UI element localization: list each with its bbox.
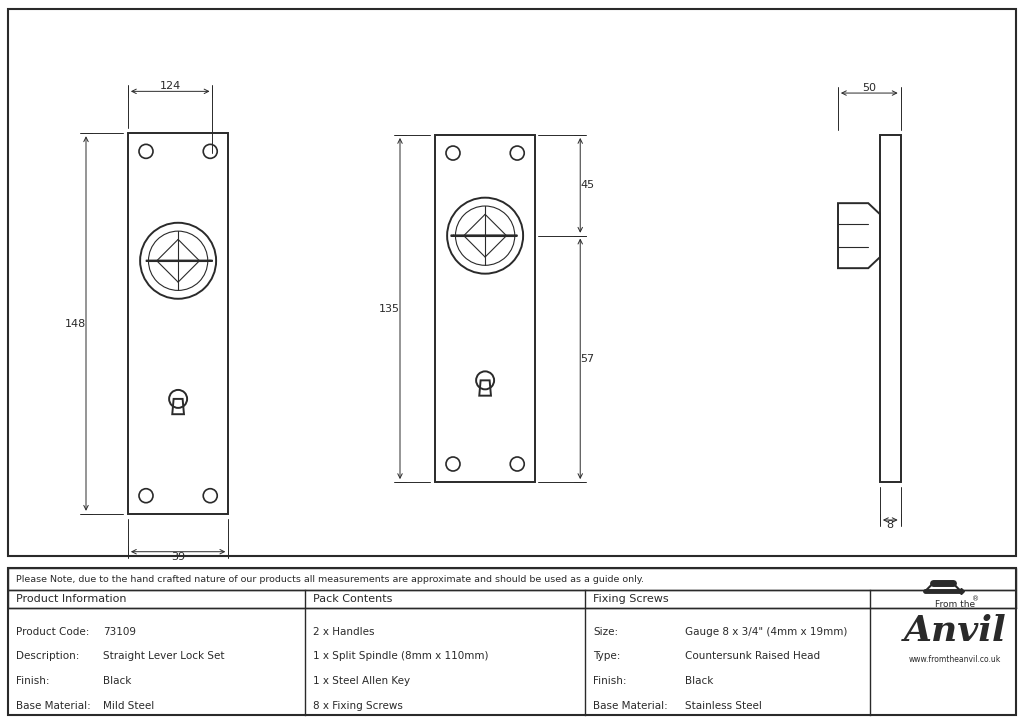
Text: Please Note, due to the hand crafted nature of our products all measurements are: Please Note, due to the hand crafted nat… [16,575,644,584]
Text: Gauge 8 x 3/4" (4mm x 19mm): Gauge 8 x 3/4" (4mm x 19mm) [685,627,848,636]
Text: Size:: Size: [593,627,618,636]
Bar [880,135,900,482]
Text: 148: 148 [65,319,86,329]
Text: Type:: Type: [593,651,621,661]
Text: 45: 45 [581,180,595,191]
Bar [8,569,1016,590]
Bar [435,135,536,482]
Text: Stainless Steel: Stainless Steel [685,701,762,711]
Text: Product Code:: Product Code: [16,627,89,636]
Text: 135: 135 [379,303,400,313]
Text: Finish:: Finish: [593,677,627,687]
Text: 57: 57 [581,354,595,364]
Text: Straight Lever Lock Set: Straight Lever Lock Set [103,651,224,661]
Text: 73109: 73109 [103,627,136,636]
Text: Base Material:: Base Material: [16,701,91,711]
Text: ®: ® [973,596,980,603]
Text: Description:: Description: [16,651,80,661]
Text: 1 x Split Spindle (8mm x 110mm): 1 x Split Spindle (8mm x 110mm) [313,651,488,661]
Text: www.fromtheanvil.co.uk: www.fromtheanvil.co.uk [909,655,1001,664]
Bar [128,133,228,513]
Bar [8,590,1016,608]
Text: 50: 50 [862,83,877,93]
Text: Pack Contents: Pack Contents [313,595,392,605]
Text: 2 x Handles: 2 x Handles [313,627,375,636]
Text: Countersunk Raised Head: Countersunk Raised Head [685,651,820,661]
Text: 124: 124 [160,81,181,91]
Text: 8: 8 [887,520,894,530]
Text: Mild Steel: Mild Steel [103,701,155,711]
Text: Anvil: Anvil [903,614,1007,649]
Text: Base Material:: Base Material: [593,701,668,711]
Text: Fixing Screws: Fixing Screws [593,595,669,605]
Text: Finish:: Finish: [16,677,49,687]
Text: Black: Black [685,677,714,687]
Text: Product Information: Product Information [16,595,127,605]
Text: 8 x Fixing Screws: 8 x Fixing Screws [313,701,402,711]
Text: Black: Black [103,677,131,687]
Text: From the: From the [935,600,975,609]
Text: 39: 39 [171,551,185,562]
Text: 1 x Steel Allen Key: 1 x Steel Allen Key [313,677,411,687]
